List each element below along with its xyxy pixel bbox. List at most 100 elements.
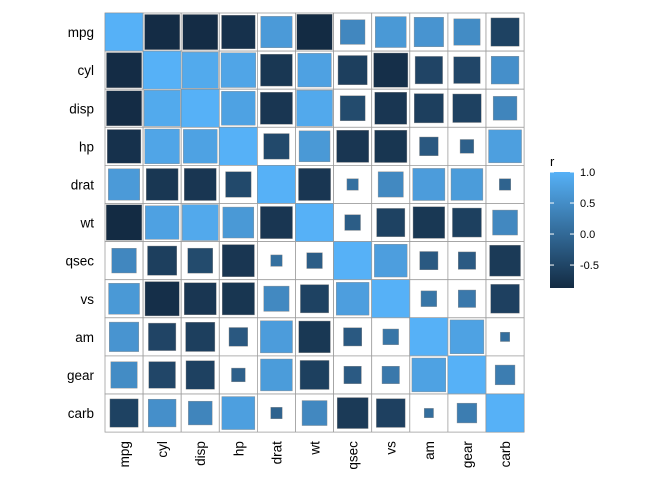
x-tick-label-hp: hp: [231, 441, 246, 456]
corr-square-wt-disp: [182, 204, 219, 241]
corr-square-am-carb: [500, 331, 510, 342]
y-tick-label-drat: drat: [71, 177, 95, 192]
legend-ticks: 1.0 0.5 0.0 -0.5: [550, 167, 599, 272]
corr-square-carb-disp: [188, 400, 213, 426]
corr-square-disp-hp: [221, 91, 256, 126]
corr-square-qsec-wt: [306, 252, 323, 269]
corr-square-drat-carb: [499, 178, 511, 191]
corr-square-hp-wt: [298, 130, 331, 163]
legend-tick-label: 1.0: [580, 167, 595, 179]
corr-square-drat-wt: [298, 168, 331, 201]
corr-square-mpg-qsec: [340, 19, 366, 45]
corr-square-disp-cyl: [143, 89, 181, 127]
y-tick-label-disp: disp: [69, 101, 94, 116]
y-axis-tick-labels: mpg cyl disp hp drat wt qsec vs am gear carb: [65, 25, 94, 421]
x-tick-label-mpg: mpg: [117, 441, 132, 467]
corr-square-drat-gear: [450, 168, 484, 201]
corr-square-disp-wt: [296, 90, 333, 127]
x-tick-label-carb: carb: [498, 441, 513, 467]
corr-square-wt-qsec: [344, 214, 361, 231]
corr-square-cyl-hp: [220, 52, 256, 88]
corr-square-carb-cyl: [148, 398, 177, 428]
corr-square-wt-drat: [260, 206, 293, 239]
corr-square-gear-gear: [447, 355, 487, 395]
corr-square-carb-carb: [485, 393, 525, 433]
corr-square-am-am: [409, 317, 449, 357]
corr-square-cyl-wt: [297, 53, 332, 88]
x-tick-label-wt: wt: [308, 441, 323, 456]
corr-square-drat-qsec: [346, 178, 359, 191]
legend-title: r: [550, 154, 555, 169]
corr-square-carb-gear: [456, 402, 478, 424]
corr-square-gear-mpg: [110, 361, 138, 389]
y-tick-label-carb: carb: [68, 406, 94, 421]
corr-square-cyl-carb: [490, 56, 520, 85]
corr-square-mpg-vs: [375, 16, 407, 48]
corr-square-am-hp: [228, 327, 248, 347]
corr-square-disp-vs: [374, 91, 408, 125]
corr-square-hp-am: [419, 136, 439, 156]
corr-square-gear-wt: [299, 360, 330, 390]
legend-tick-label: 0.0: [580, 229, 595, 241]
corr-square-cyl-drat: [260, 54, 293, 87]
corr-square-hp-carb: [488, 129, 522, 164]
corr-square-cyl-cyl: [142, 50, 182, 90]
corr-square-cyl-qsec: [337, 55, 368, 85]
x-tick-label-drat: drat: [269, 441, 284, 465]
corr-square-vs-hp: [221, 282, 255, 316]
corr-square-drat-cyl: [146, 168, 179, 201]
corr-square-gear-hp: [231, 367, 246, 383]
legend-tick-label: 0.5: [580, 198, 595, 210]
corr-square-carb-hp: [221, 396, 256, 430]
corr-square-qsec-mpg: [111, 248, 137, 274]
corr-square-carb-qsec: [336, 397, 369, 429]
corr-square-am-gear: [449, 319, 485, 354]
corr-square-am-qsec: [343, 327, 362, 347]
corr-square-gear-am: [411, 357, 446, 393]
y-tick-label-wt: wt: [80, 216, 95, 231]
corr-square-mpg-drat: [260, 16, 293, 48]
corr-square-qsec-cyl: [147, 245, 177, 276]
corr-square-qsec-hp: [222, 244, 255, 277]
corr-square-drat-hp: [225, 171, 252, 198]
corr-square-drat-drat: [257, 165, 296, 204]
corr-square-mpg-mpg: [104, 12, 144, 52]
corr-square-wt-carb: [492, 209, 518, 236]
corr-square-carb-mpg: [109, 398, 139, 428]
corr-square-cyl-am: [414, 56, 443, 85]
y-tick-label-qsec: qsec: [65, 254, 94, 269]
corr-square-drat-am: [412, 168, 446, 201]
corr-square-vs-cyl: [144, 281, 180, 317]
corr-square-hp-disp: [183, 129, 218, 164]
corr-square-am-cyl: [148, 322, 177, 351]
y-tick-label-cyl: cyl: [78, 63, 95, 78]
corr-square-drat-mpg: [108, 168, 140, 201]
corr-square-gear-cyl: [148, 361, 176, 389]
corr-square-qsec-gear: [458, 251, 476, 270]
corr-square-mpg-cyl: [144, 14, 180, 50]
corr-square-wt-hp: [222, 206, 255, 239]
corr-square-hp-cyl: [144, 128, 180, 164]
corr-square-hp-mpg: [107, 129, 142, 164]
corr-square-vs-mpg: [108, 283, 140, 315]
x-tick-label-am: am: [422, 441, 437, 460]
corr-square-vs-drat: [263, 285, 290, 312]
corr-square-qsec-am: [419, 251, 439, 270]
heatmap-cells: [104, 12, 525, 433]
corr-square-am-vs: [382, 328, 399, 345]
corr-square-vs-am: [420, 290, 437, 307]
corr-square-am-wt: [298, 320, 331, 353]
corr-square-hp-qsec: [336, 130, 369, 163]
corr-square-carb-wt: [301, 400, 328, 426]
y-tick-label-mpg: mpg: [68, 25, 94, 40]
corr-square-disp-gear: [452, 93, 482, 123]
corr-square-gear-carb: [494, 364, 516, 386]
corr-square-hp-gear: [459, 139, 475, 154]
corr-square-carb-vs: [376, 398, 406, 428]
legend: r 1.0 0.5 0.0 -0.5: [550, 154, 599, 288]
corr-square-wt-wt: [295, 203, 334, 242]
corr-square-disp-disp: [180, 88, 220, 128]
x-tick-label-qsec: qsec: [346, 441, 361, 470]
legend-tick-label: -0.5: [580, 260, 599, 272]
